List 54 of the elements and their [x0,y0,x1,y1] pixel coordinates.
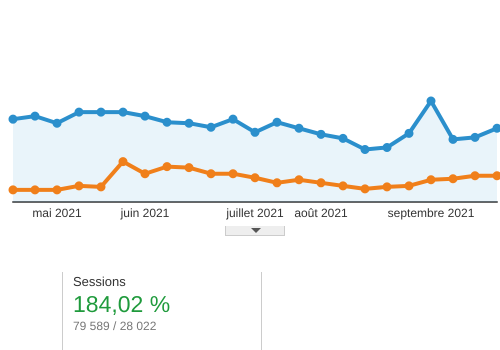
x-tick-label: juillet 2021 [225,206,284,220]
point [96,108,106,117]
point [272,178,282,188]
point [140,169,150,178]
text: 79 589 / 28 022 [73,319,158,333]
point [316,178,326,188]
point [360,144,370,154]
point [294,124,304,133]
point [492,171,500,180]
x-tick-label: septembre 2021 [388,206,475,220]
point [8,114,18,124]
point [382,142,392,152]
point [184,163,194,172]
point [30,185,40,194]
point [382,182,392,192]
point [448,134,458,144]
point [118,157,128,166]
point [52,185,62,194]
point [250,128,260,137]
point [294,175,304,184]
point [404,181,414,190]
point [74,108,84,117]
point [404,128,414,138]
point [206,169,216,178]
point [470,132,480,142]
x-tick-label: août 2021 [294,206,348,220]
point [360,184,370,194]
point [338,181,348,190]
text: 184,02 % [73,291,172,318]
text: Sessions [73,274,127,289]
point [448,174,458,184]
point [52,118,62,128]
x-tick-label: juin 2021 [120,206,170,220]
point [30,112,40,121]
point [162,118,172,127]
point [316,130,326,139]
x-tick-label: mai 2021 [32,206,82,220]
point [96,182,106,192]
point [426,96,436,106]
point [8,185,18,194]
point [162,162,172,172]
point [470,171,480,180]
point [272,118,282,127]
point [118,108,128,117]
point [250,173,260,182]
point [228,114,238,124]
point [228,169,238,178]
point [206,122,216,132]
point [184,118,194,128]
point [338,134,348,143]
point [140,112,150,121]
point [492,124,500,133]
point [74,181,84,190]
point [426,175,436,184]
